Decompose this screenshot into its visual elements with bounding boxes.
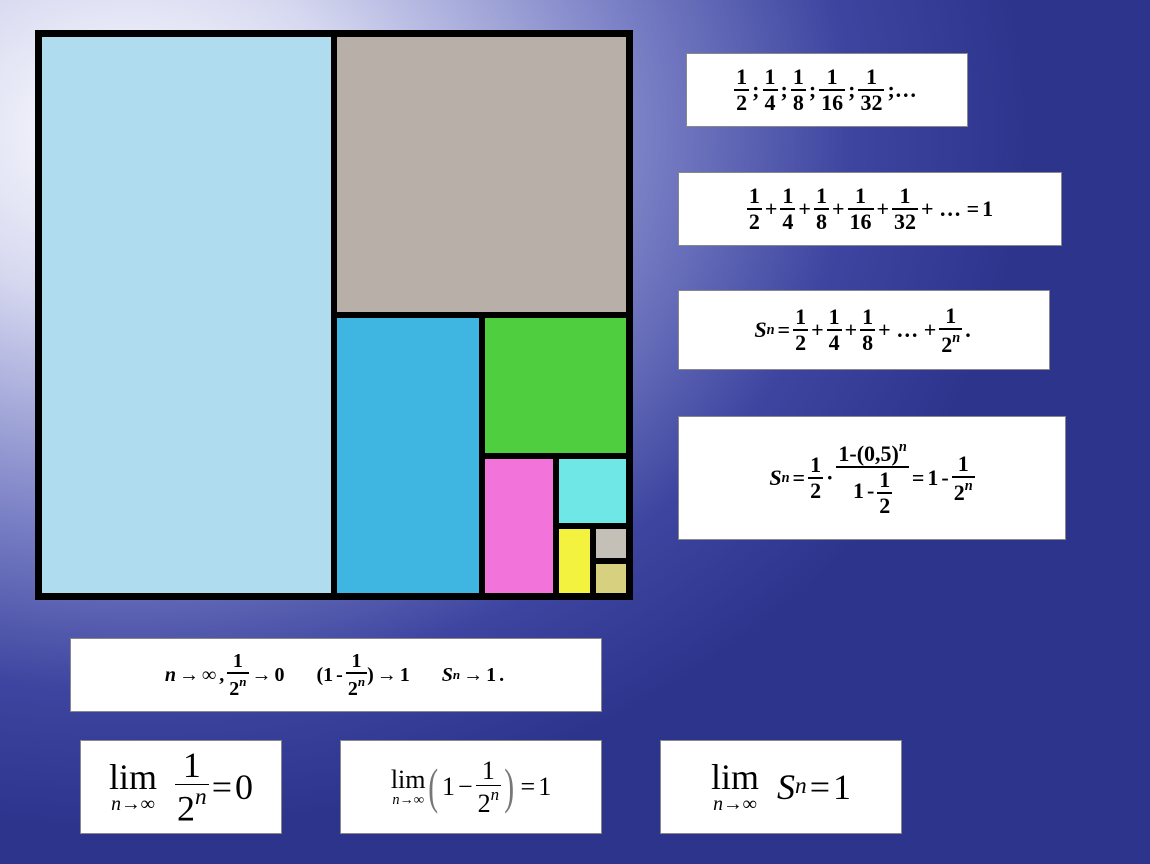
formula-limit-row: n→∞,12n→0(1-12n)→1Sn→1. [70, 638, 602, 712]
formula-sequence: 12;14;18;116;132;… [686, 53, 968, 127]
formula-limit-3: limn→∞Sn=1 [660, 740, 902, 834]
piece-sixty-fourth [556, 456, 629, 526]
piece-tiny2 [593, 561, 629, 596]
piece-tiny1 [593, 526, 629, 561]
formula-series-sum: 12+14+18+116+132+ … =1 [678, 172, 1062, 246]
formula-limit-1: limn→∞12n=0 [80, 740, 282, 834]
formula-geometric-closed: Sn=12·1-​(0,5)n1-12=1-12n [678, 416, 1066, 540]
piece-one-twenty-eighth [556, 526, 593, 596]
piece-half [39, 34, 334, 596]
formula-partial-sum: Sn=12+14+18+ … +12n. [678, 290, 1050, 370]
piece-eighth [334, 315, 482, 596]
piece-thirty-second [482, 456, 556, 596]
geometric-series-square [35, 30, 633, 600]
formula-limit-2: limn→∞(1−12n)=1 [340, 740, 602, 834]
piece-quarter [334, 34, 629, 315]
piece-sixteenth [482, 315, 629, 456]
